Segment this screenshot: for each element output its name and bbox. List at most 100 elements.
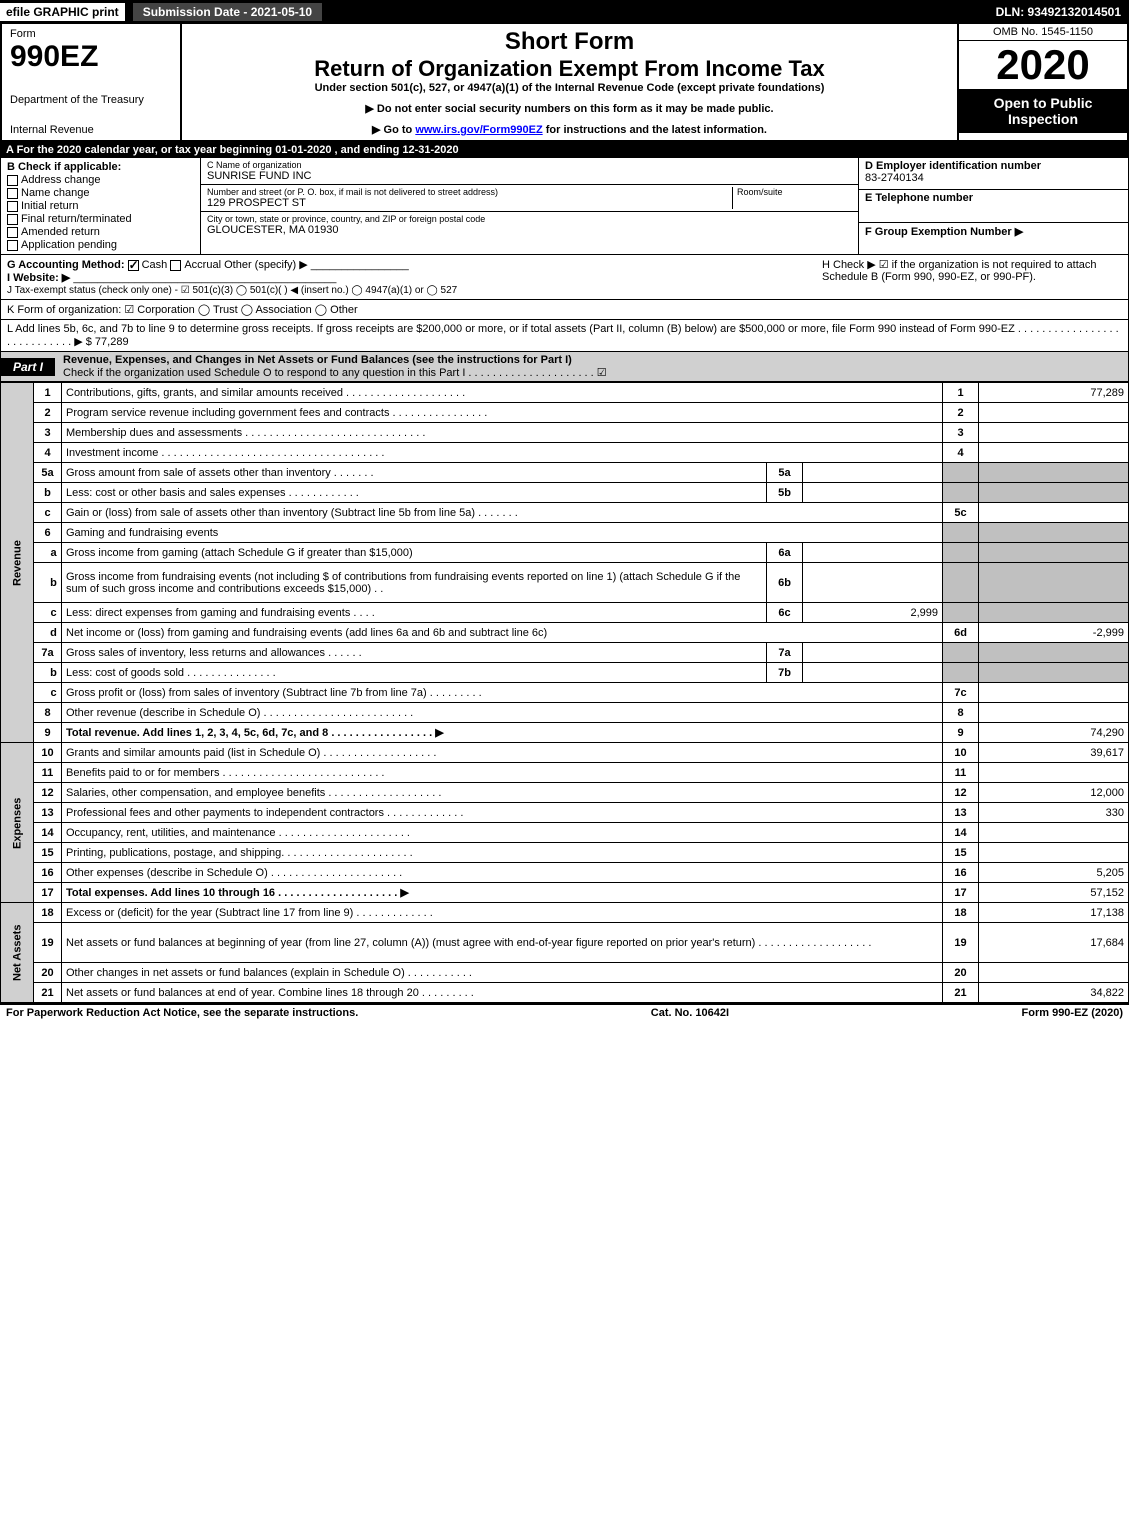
table-row: 13Professional fees and other payments t… xyxy=(1,803,1129,823)
i-label: I Website: ▶ xyxy=(7,272,70,284)
line-number: 8 xyxy=(34,703,62,723)
line-amount: -2,999 xyxy=(979,623,1129,643)
line-num-box xyxy=(943,563,979,603)
line-num-box: 5c xyxy=(943,503,979,523)
line-number: 21 xyxy=(34,983,62,1003)
cb-cash[interactable] xyxy=(128,260,139,271)
line-description: Other changes in net assets or fund bala… xyxy=(62,963,943,983)
goto-note: ▶ Go to www.irs.gov/Form990EZ for instru… xyxy=(192,123,947,136)
phone-row: E Telephone number xyxy=(859,190,1128,222)
line-number: 18 xyxy=(34,903,62,923)
group-exemption-row: F Group Exemption Number ▶ xyxy=(859,223,1128,254)
line-description: Total expenses. Add lines 10 through 16 … xyxy=(62,883,943,903)
cb-amended-return[interactable]: Amended return xyxy=(7,226,194,238)
header-center: Short Form Return of Organization Exempt… xyxy=(182,24,957,140)
table-row: 21Net assets or fund balances at end of … xyxy=(1,983,1129,1003)
line-amount xyxy=(979,843,1129,863)
table-row: Revenue1Contributions, gifts, grants, an… xyxy=(1,383,1129,403)
address-row: Number and street (or P. O. box, if mail… xyxy=(201,185,858,212)
cb-initial-return[interactable]: Initial return xyxy=(7,200,194,212)
line-description: Contributions, gifts, grants, and simila… xyxy=(62,383,943,403)
room-label: Room/suite xyxy=(737,187,852,197)
line-num-box: 8 xyxy=(943,703,979,723)
line-num-box: 2 xyxy=(943,403,979,423)
line-number: 7a xyxy=(34,643,62,663)
group-exemption-label: F Group Exemption Number ▶ xyxy=(865,225,1122,238)
info-block: B Check if applicable: Address change Na… xyxy=(0,158,1129,255)
inner-amount xyxy=(803,643,943,663)
table-row: 9Total revenue. Add lines 1, 2, 3, 4, 5c… xyxy=(1,723,1129,743)
dept-label: Department of the Treasury xyxy=(10,94,172,106)
line-num-box: 16 xyxy=(943,863,979,883)
line-num-box: 3 xyxy=(943,423,979,443)
block-c: C Name of organization SUNRISE FUND INC … xyxy=(201,158,858,254)
table-row: dNet income or (loss) from gaming and fu… xyxy=(1,623,1129,643)
line-number: 6 xyxy=(34,523,62,543)
line-number: 2 xyxy=(34,403,62,423)
line-number: 15 xyxy=(34,843,62,863)
line-number: b xyxy=(34,663,62,683)
line-num-box xyxy=(943,543,979,563)
line-number: 4 xyxy=(34,443,62,463)
table-row: 2Program service revenue including gover… xyxy=(1,403,1129,423)
line-description: Gross income from gaming (attach Schedul… xyxy=(62,543,767,563)
inner-amount: 2,999 xyxy=(803,603,943,623)
cb-accrual[interactable] xyxy=(170,260,181,271)
line-amount xyxy=(979,763,1129,783)
section-gh: G Accounting Method: Cash Accrual Other … xyxy=(0,255,1129,300)
g-label: G Accounting Method: xyxy=(7,259,125,271)
cb-application-pending[interactable]: Application pending xyxy=(7,239,194,251)
line-amount xyxy=(979,963,1129,983)
line-description: Grants and similar amounts paid (list in… xyxy=(62,743,943,763)
open-to-public: Open to Public Inspection xyxy=(959,89,1127,133)
org-name-label: C Name of organization xyxy=(207,160,312,170)
line-num-box xyxy=(943,483,979,503)
line-num-box: 20 xyxy=(943,963,979,983)
form-number: 990EZ xyxy=(10,40,172,74)
line-num-box: 1 xyxy=(943,383,979,403)
table-row: 15Printing, publications, postage, and s… xyxy=(1,843,1129,863)
table-row: aGross income from gaming (attach Schedu… xyxy=(1,543,1129,563)
form-ref: Form 990-EZ (2020) xyxy=(1022,1007,1123,1019)
efile-label[interactable]: efile GRAPHIC print xyxy=(0,3,125,21)
line-number: c xyxy=(34,503,62,523)
address-label: Number and street (or P. O. box, if mail… xyxy=(207,187,732,197)
city-row: City or town, state or province, country… xyxy=(201,212,858,254)
line-amount xyxy=(979,703,1129,723)
line-num-box: 12 xyxy=(943,783,979,803)
omb-number: OMB No. 1545-1150 xyxy=(959,24,1127,41)
line-description: Net income or (loss) from gaming and fun… xyxy=(62,623,943,643)
line-amount xyxy=(979,823,1129,843)
irs-link[interactable]: www.irs.gov/Form990EZ xyxy=(415,124,542,136)
goto-post: for instructions and the latest informat… xyxy=(543,124,767,136)
line-description: Program service revenue including govern… xyxy=(62,403,943,423)
line-amount: 12,000 xyxy=(979,783,1129,803)
line-description: Net assets or fund balances at end of ye… xyxy=(62,983,943,1003)
city-label: City or town, state or province, country… xyxy=(207,214,485,224)
table-row: 14Occupancy, rent, utilities, and mainte… xyxy=(1,823,1129,843)
line-number: d xyxy=(34,623,62,643)
top-bar: efile GRAPHIC print Submission Date - 20… xyxy=(0,0,1129,24)
section-expenses: Expenses xyxy=(1,743,34,903)
goto-pre: ▶ Go to xyxy=(372,124,415,136)
line-description: Total revenue. Add lines 1, 2, 3, 4, 5c,… xyxy=(62,723,943,743)
cb-final-return[interactable]: Final return/terminated xyxy=(7,213,194,225)
line-amount xyxy=(979,443,1129,463)
line-description: Less: cost of goods sold . . . . . . . .… xyxy=(62,663,767,683)
line-number: 5a xyxy=(34,463,62,483)
line-number: 12 xyxy=(34,783,62,803)
line-amount xyxy=(979,543,1129,563)
line-num-box: 10 xyxy=(943,743,979,763)
line-amount xyxy=(979,463,1129,483)
line-num-box: 13 xyxy=(943,803,979,823)
line-num-box: 21 xyxy=(943,983,979,1003)
h-text: H Check ▶ ☑ if the organization is not r… xyxy=(822,258,1122,296)
block-b: B Check if applicable: Address change Na… xyxy=(1,158,201,254)
inner-amount xyxy=(803,663,943,683)
table-row: cGross profit or (loss) from sales of in… xyxy=(1,683,1129,703)
line-number: 20 xyxy=(34,963,62,983)
cb-address-change[interactable]: Address change xyxy=(7,174,194,186)
form-label: Form xyxy=(10,28,172,40)
part1-title: Revenue, Expenses, and Changes in Net As… xyxy=(55,352,1128,381)
cb-name-change[interactable]: Name change xyxy=(7,187,194,199)
